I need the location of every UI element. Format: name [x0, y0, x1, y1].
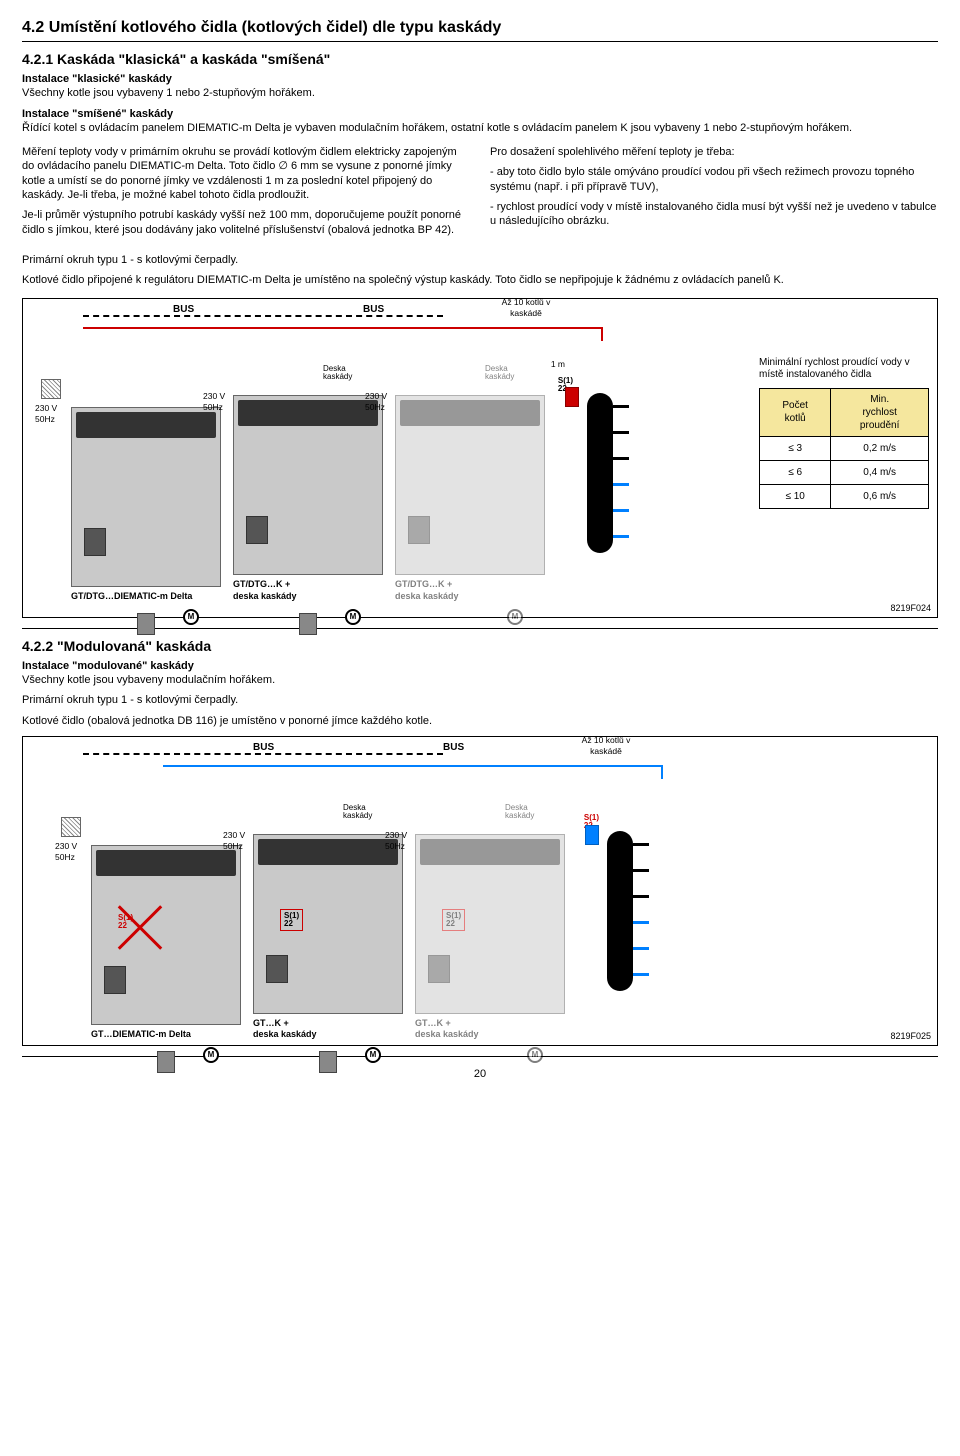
- boiler-3-label: GT/DTG…K + deska kaskády: [395, 579, 545, 602]
- boiler-1-label: GT/DTG…DIEMATIC-m Delta: [71, 591, 221, 603]
- psu-label-m3: 230 V 50Hz: [385, 830, 407, 852]
- modulovana-p1: Všechny kotle jsou vybaveny modulačním h…: [22, 673, 938, 687]
- bus-label-3: BUS: [253, 741, 274, 754]
- card-label-m1: Deska kaskády: [343, 804, 372, 820]
- max-boilers-label: Až 10 kotlů v kaskádě: [491, 297, 561, 319]
- modulovana-prim-h: Primární okruh typu 1 - s kotlovými čerp…: [22, 693, 938, 707]
- flow-table-caption: Minimální rychlost proudící vody v místě…: [759, 357, 929, 382]
- card-label-1: Deska kaskády: [323, 365, 352, 381]
- boiler-mod-1-label: GT…DIEMATIC-m Delta: [91, 1029, 241, 1041]
- s22-label-3: S(1) 22: [442, 909, 465, 931]
- psu-icon-1: [41, 379, 61, 399]
- bus-label-1: BUS: [173, 303, 194, 316]
- psu-icon-m1: [61, 817, 81, 837]
- boiler-1: 230 V 50Hz M GT/DTG…DIEMATIC-m Delta: [71, 407, 221, 603]
- max-boilers-label-2: Až 10 kotlů v kaskádě: [571, 735, 641, 757]
- modulovana-prim-p: Kotlové čidlo (obalová jednotka DB 116) …: [22, 714, 938, 728]
- table-row: ≤ 60,4 m/s: [760, 460, 929, 484]
- distance-1m-label: 1 m: [551, 359, 565, 370]
- flow-th-count: Počet kotlů: [760, 388, 831, 436]
- sensor-red-icon: [565, 387, 579, 407]
- manifold-2: [607, 831, 633, 991]
- right-column-heading: Pro dosažení spolehlivého měření teploty…: [490, 145, 938, 159]
- psu-label-m1: 230 V 50Hz: [55, 841, 77, 863]
- s22-label-crossed: S(1) 22: [118, 914, 133, 930]
- left-column-p2: Je-li průměr výstupního potrubí kaskády …: [22, 208, 470, 237]
- left-column-p1: Měření teploty vody v primárním okruhu s…: [22, 145, 470, 202]
- diagram-1-container: BUS BUS Až 10 kotlů v kaskádě 230 V 50Hz…: [22, 298, 938, 618]
- boiler-mod-2: 230 V 50Hz Deska kaskády S(1) 22 M GT…K …: [253, 834, 403, 1041]
- right-column-bullet2: - rychlost proudící vody v místě instalo…: [490, 200, 938, 229]
- card-label-m2: Deska kaskády: [505, 804, 534, 820]
- smisena-text: Řídící kotel s ovládacím panelem DIEMATI…: [22, 121, 938, 135]
- sensor-blue-icon: [585, 825, 599, 845]
- boiler-mod-2-label: GT…K + deska kaskády: [253, 1018, 403, 1041]
- modulovana-heading: Instalace "modulované" kaskády: [22, 659, 938, 673]
- boiler-mod-1: 230 V 50Hz S(1) 22 M GT…DIEMATIC-m Delta: [91, 845, 241, 1041]
- psu-label-2: 230 V 50Hz: [203, 391, 225, 413]
- klasicka-heading: Instalace "klasické" kaskády: [22, 72, 938, 86]
- s22-label-2: S(1) 22: [280, 909, 303, 931]
- boiler-2-label: GT/DTG…K + deska kaskády: [233, 579, 383, 602]
- klasicka-text: Všechny kotle jsou vybaveny 1 nebo 2-stu…: [22, 86, 938, 100]
- flow-rate-table-container: Minimální rychlost proudící vody v místě…: [759, 357, 929, 509]
- card-label-2: Deska kaskády: [485, 365, 514, 381]
- psu-label-m2: 230 V 50Hz: [223, 830, 245, 852]
- table-row: ≤ 30,2 m/s: [760, 436, 929, 460]
- boiler-mod-3: 230 V 50Hz Deska kaskády S(1) 22 M GT…K …: [415, 834, 565, 1041]
- psu-label-3: 230 V 50Hz: [365, 391, 387, 413]
- boiler-mod-3-label: GT…K + deska kaskády: [415, 1018, 565, 1041]
- manifold-1: [587, 393, 613, 553]
- bus-label-2: BUS: [363, 303, 384, 316]
- primary-circuit-text: Kotlové čidlo připojené k regulátoru DIE…: [22, 273, 938, 287]
- section-4-2-title: 4.2 Umístění kotlového čidla (kotlových …: [22, 18, 938, 42]
- right-column-bullet1: - aby toto čidlo bylo stále omýváno prou…: [490, 165, 938, 194]
- primary-circuit-heading: Primární okruh typu 1 - s kotlovými čerp…: [22, 253, 938, 267]
- flow-th-speed: Min. rychlost proudění: [831, 388, 929, 436]
- psu-label-1: 230 V 50Hz: [35, 403, 57, 425]
- flow-rate-table: Počet kotlů Min. rychlost proudění ≤ 30,…: [759, 388, 929, 509]
- section-4-2-1-title: 4.2.1 Kaskáda "klasická" a kaskáda "smíš…: [22, 50, 938, 68]
- smisena-heading: Instalace "smíšené" kaskády: [22, 107, 938, 121]
- bus-label-4: BUS: [443, 741, 464, 754]
- section-4-2-2-title: 4.2.2 "Modulovaná" kaskáda: [22, 637, 938, 655]
- diagram-2-container: BUS BUS Až 10 kotlů v kaskádě 230 V 50Hz…: [22, 736, 938, 1046]
- boiler-2: 230 V 50Hz Deska kaskády M GT/DTG…K + de…: [233, 395, 383, 602]
- boiler-3: 230 V 50Hz Deska kaskády M GT/DTG…K + de…: [395, 395, 545, 602]
- table-row: ≤ 100,6 m/s: [760, 484, 929, 508]
- figure-ref-1: 8219F024: [890, 603, 931, 615]
- figure-ref-2: 8219F025: [890, 1031, 931, 1043]
